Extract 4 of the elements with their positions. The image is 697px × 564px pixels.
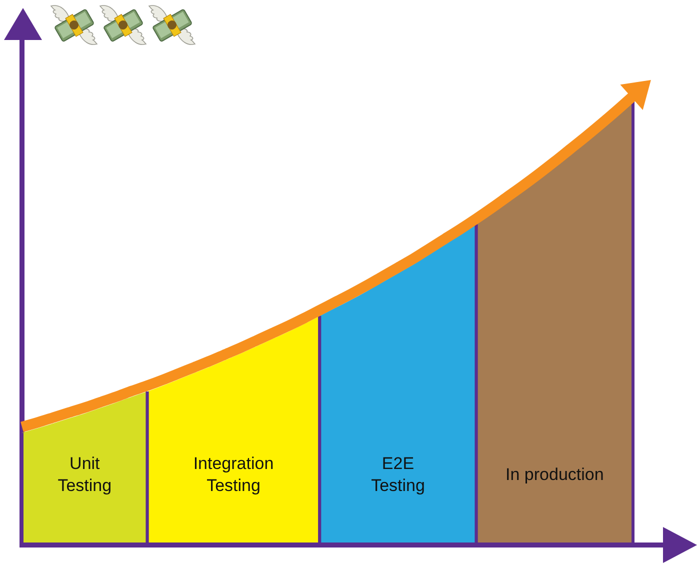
series-label: E2E Testing (371, 454, 425, 496)
series-label: Unit Testing (58, 454, 112, 496)
series-label: In production (506, 465, 604, 484)
series-label: Integration Testing (193, 454, 274, 496)
